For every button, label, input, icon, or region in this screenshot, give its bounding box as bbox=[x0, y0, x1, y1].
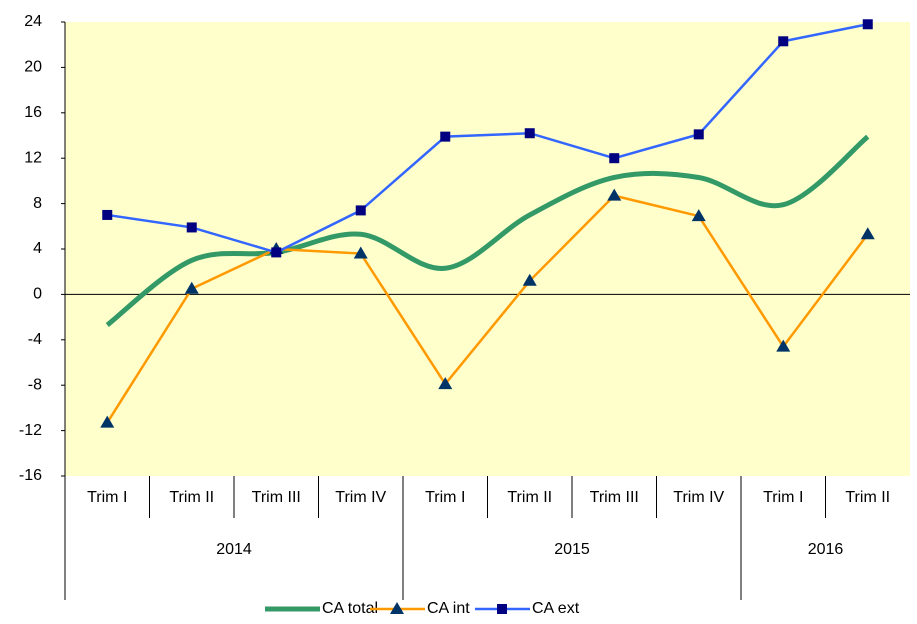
legend-label: CA total bbox=[322, 600, 378, 617]
marker bbox=[355, 205, 366, 216]
x-tick-label: Trim IV bbox=[335, 489, 386, 506]
series-line bbox=[106, 194, 869, 424]
x-tick-label: Trim II bbox=[845, 489, 890, 506]
marker bbox=[862, 19, 873, 30]
group-label: 2014 bbox=[216, 541, 252, 558]
y-tick-label: 0 bbox=[33, 286, 42, 303]
marker bbox=[497, 604, 507, 614]
marker bbox=[390, 602, 404, 614]
y-tick-label: -8 bbox=[28, 376, 42, 393]
marker bbox=[776, 339, 791, 352]
x-tick-label: Trim I bbox=[425, 489, 465, 506]
marker bbox=[860, 227, 875, 240]
marker bbox=[438, 377, 453, 390]
y-tick-label: 8 bbox=[33, 195, 42, 212]
marker bbox=[184, 281, 199, 294]
marker bbox=[778, 36, 789, 47]
y-tick-label: -12 bbox=[19, 422, 42, 439]
group-label: 2016 bbox=[808, 541, 844, 558]
x-tick-label: Trim III bbox=[590, 489, 639, 506]
marker bbox=[691, 209, 706, 222]
marker bbox=[522, 273, 537, 286]
group-label: 2015 bbox=[554, 541, 590, 558]
y-tick-label: -4 bbox=[28, 331, 42, 348]
x-tick-label: Trim IV bbox=[673, 489, 724, 506]
marker bbox=[353, 246, 368, 259]
marker bbox=[100, 415, 115, 428]
marker bbox=[693, 129, 704, 140]
x-tick-label: Trim I bbox=[87, 489, 127, 506]
y-tick-label: 20 bbox=[24, 59, 42, 76]
y-tick-label: 24 bbox=[24, 13, 42, 30]
marker bbox=[102, 209, 113, 220]
x-tick-label: Trim II bbox=[169, 489, 214, 506]
marker bbox=[271, 247, 282, 258]
marker bbox=[524, 128, 535, 139]
x-tick-label: Trim III bbox=[252, 489, 301, 506]
series-line bbox=[105, 134, 870, 328]
marker bbox=[607, 188, 622, 201]
legend-label: CA int bbox=[427, 600, 470, 617]
y-tick-label: 16 bbox=[24, 104, 42, 121]
marker bbox=[186, 222, 197, 233]
series-line bbox=[107, 23, 868, 254]
marker bbox=[609, 153, 620, 164]
legend-label: CA ext bbox=[532, 600, 580, 617]
x-tick-label: Trim I bbox=[763, 489, 803, 506]
y-tick-label: -16 bbox=[19, 467, 42, 484]
y-tick-label: 12 bbox=[24, 149, 42, 166]
x-tick-label: Trim II bbox=[507, 489, 552, 506]
y-tick-label: 4 bbox=[33, 240, 42, 257]
marker bbox=[440, 131, 451, 142]
